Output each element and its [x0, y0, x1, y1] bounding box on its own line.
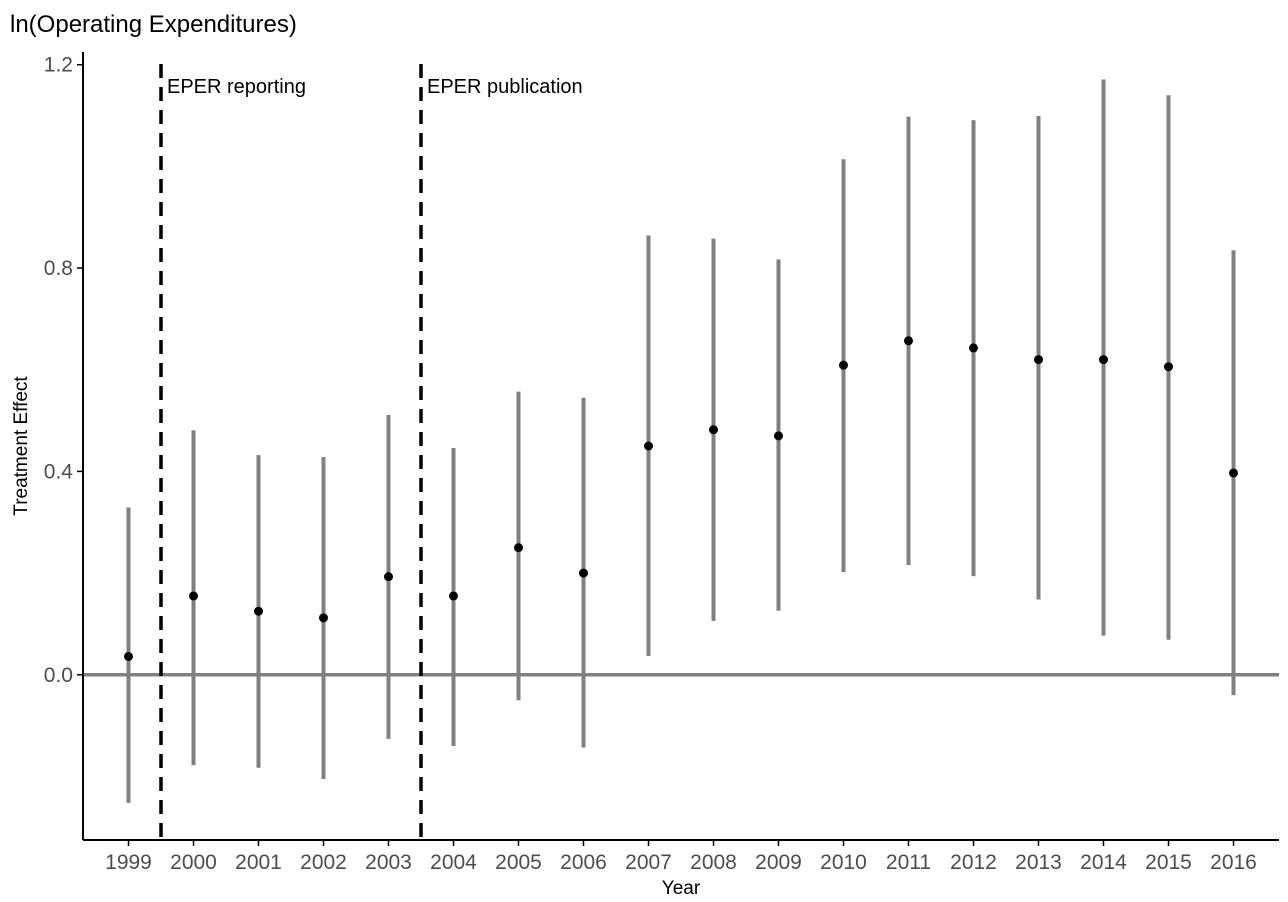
x-tick-label-2012: 2012 — [950, 851, 997, 874]
x-tick-label-2008: 2008 — [690, 851, 737, 874]
event-label-2: EPER publication — [427, 76, 583, 98]
x-tick-label-2009: 2009 — [755, 851, 802, 874]
point-estimate-2012 — [969, 343, 978, 353]
point-estimate-2008 — [709, 425, 718, 435]
point-estimate-2016 — [1229, 468, 1238, 478]
point-estimate-2002 — [319, 613, 328, 623]
x-tick-label-2014: 2014 — [1080, 851, 1127, 874]
point-estimate-2011 — [904, 336, 913, 346]
plot-area: EPER reporting EPER publication — [83, 64, 1279, 840]
x-tick-label-2001: 2001 — [235, 851, 282, 874]
point-estimate-2015 — [1164, 362, 1173, 372]
y-tick-label-3: 1.2 — [44, 54, 73, 77]
y-tick-label-1: 0.4 — [44, 460, 74, 483]
x-tick-label-2011: 2011 — [886, 851, 931, 874]
x-tick-label-2010: 2010 — [820, 851, 867, 874]
y-tick-label-0: 0.0 — [44, 664, 73, 687]
point-estimate-2010 — [839, 360, 848, 370]
point-estimate-2004 — [449, 591, 458, 601]
x-tick-label-2016: 2016 — [1210, 851, 1257, 874]
x-tick-label-2003: 2003 — [365, 851, 412, 874]
point-estimate-1999 — [124, 651, 133, 661]
point-estimate-2007 — [644, 441, 653, 451]
x-tick-label-2005: 2005 — [495, 851, 542, 874]
point-estimate-2001 — [254, 606, 263, 616]
x-tick-label-2004: 2004 — [430, 851, 477, 874]
point-estimate-2003 — [384, 572, 393, 582]
x-tick-label-2007: 2007 — [625, 851, 672, 874]
point-estimate-2006 — [579, 568, 588, 578]
chart-title: ln(Operating Expenditures) — [10, 11, 297, 38]
x-tick-label-2013: 2013 — [1015, 851, 1062, 874]
point-estimate-2014 — [1099, 355, 1108, 365]
point-estimate-2013 — [1034, 355, 1043, 365]
x-tick-label-2002: 2002 — [300, 851, 347, 874]
y-axis-ticks: 0.0 0.4 0.8 1.2 — [44, 54, 83, 687]
x-axis-title: Year — [662, 878, 701, 899]
y-tick-label-2: 0.8 — [44, 257, 73, 280]
x-tick-label-2015: 2015 — [1145, 851, 1192, 874]
x-tick-label-2000: 2000 — [170, 851, 217, 874]
point-estimate-2009 — [774, 431, 783, 441]
x-tick-label-1999: 1999 — [105, 851, 152, 874]
point-estimate-2000 — [189, 591, 198, 601]
event-label-1: EPER reporting — [167, 76, 306, 98]
point-estimate-2005 — [514, 543, 523, 553]
x-axis-ticks: 1999 2000 2001 2002 2003 2004 2005 2006 2007 2008… — [105, 840, 1257, 874]
y-axis-title: Treatment Effect — [11, 376, 32, 516]
x-tick-label-2006: 2006 — [560, 851, 607, 874]
